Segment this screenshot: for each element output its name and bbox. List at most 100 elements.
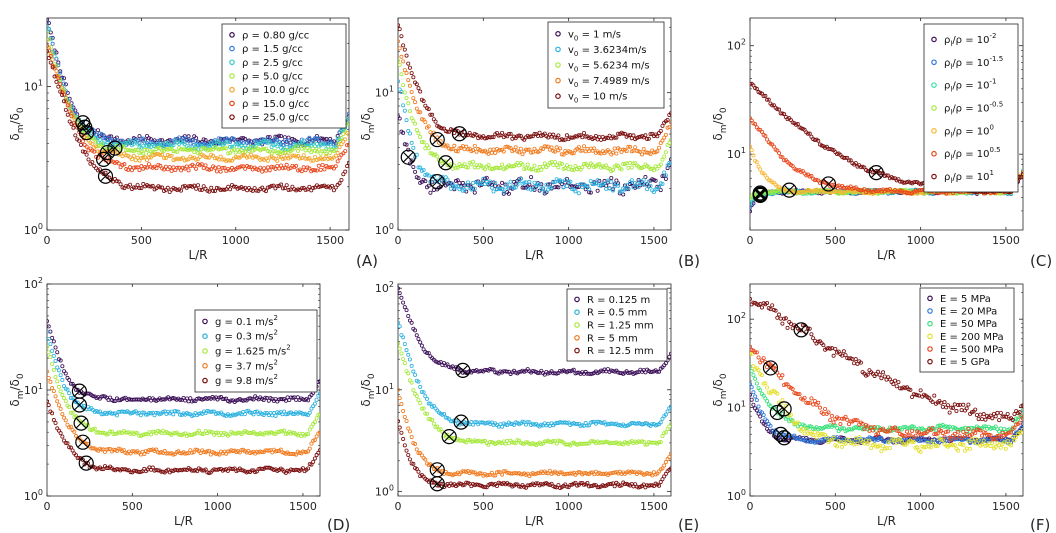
data-point [120,163,125,168]
data-point [435,424,440,429]
data-point [658,188,663,193]
data-point [795,122,800,127]
data-point [48,355,53,360]
data-point [508,179,513,184]
data-point [84,460,89,465]
data-point [634,370,639,375]
data-point [416,86,421,91]
data-point [407,429,412,434]
data-point [522,180,527,185]
data-point [770,180,775,185]
data-point [657,440,662,445]
data-point [71,125,76,130]
data-point [169,468,174,473]
data-point [609,175,614,180]
data-point [457,481,462,486]
data-point [193,447,198,452]
data-point [643,133,648,138]
legend-entry: v0 = 5.6234 m/s [568,61,650,74]
data-point [529,134,534,139]
data-point [154,410,159,415]
data-point [765,97,770,102]
data-point [307,135,312,140]
data-point [604,135,609,140]
data-point [809,189,814,194]
data-point [258,157,263,162]
data-point [292,452,297,457]
data-point [413,441,418,446]
data-point [465,165,470,170]
data-point [554,184,559,189]
data-point [286,138,291,143]
data-point [175,149,180,154]
data-point [50,361,55,366]
data-point [288,187,293,192]
data-point [222,413,227,418]
data-point [259,450,264,455]
data-point [80,139,85,144]
data-point [67,391,72,396]
data-point [162,167,167,172]
transition-marker [79,124,95,141]
data-point [212,156,217,161]
data-point [493,180,498,185]
data-point [756,164,761,169]
legend-entry: ρ = 10.0 g/cc [242,85,309,96]
legend: ρl/ρ = 10-2ρl/ρ = 10-1.5ρl/ρ = 10-1ρl/ρ … [923,23,1019,193]
data-point [314,136,319,141]
data-point [194,157,199,162]
data-point [314,141,319,146]
data-point [137,168,142,173]
data-point [862,187,867,192]
series-2 [398,320,671,429]
data-point [270,450,275,455]
data-point [208,429,213,434]
data-point [311,186,316,191]
data-point [442,411,447,416]
data-point [277,150,282,155]
data-point [650,422,655,427]
data-point [254,141,259,146]
data-point [411,461,416,466]
data-point [641,177,646,182]
data-point [99,466,104,471]
data-point [513,185,518,190]
data-point [324,146,329,151]
data-point [512,186,517,191]
data-point [409,380,414,385]
data-point [322,142,327,147]
data-point [766,97,771,102]
marker-cross [431,134,443,145]
data-point [320,141,325,146]
data-point [318,167,323,172]
data-point [94,144,99,149]
data-point [754,86,759,91]
data-point [68,424,73,429]
data-point [248,431,253,436]
data-point [216,165,221,170]
data-point [195,147,200,152]
data-point [282,138,287,143]
data-point [51,389,56,394]
data-point [97,167,102,172]
data-point [465,183,470,188]
data-point [407,357,412,362]
data-point [271,143,276,148]
data-point [47,30,49,35]
data-point [296,168,301,173]
data-point [69,122,74,127]
data-point [416,109,421,114]
data-point [282,150,287,155]
data-point [491,473,496,478]
data-point [54,56,59,61]
data-point [309,424,314,429]
data-point [610,188,615,193]
data-point [61,81,66,86]
data-point [409,116,414,121]
transition-marker [429,174,445,190]
data-point [889,189,894,194]
data-point [527,182,532,187]
data-point [54,69,59,74]
data-point [269,139,274,144]
data-point [105,140,110,145]
